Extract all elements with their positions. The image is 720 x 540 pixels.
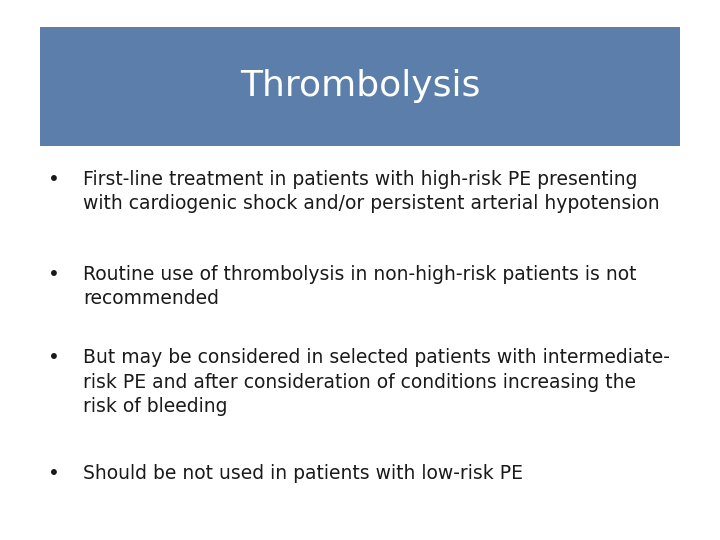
Text: But may be considered in selected patients with intermediate-
risk PE and after : But may be considered in selected patien… [83, 348, 670, 416]
Text: First-line treatment in patients with high-risk PE presenting
with cardiogenic s: First-line treatment in patients with hi… [83, 170, 660, 213]
Text: •: • [48, 170, 60, 189]
Text: •: • [48, 464, 60, 483]
Bar [40, 27, 680, 146]
Text: Routine use of thrombolysis in non-high-risk patients is not
recommended: Routine use of thrombolysis in non-high-… [83, 265, 636, 308]
Text: Thrombolysis: Thrombolysis [240, 70, 480, 103]
Text: •: • [48, 265, 60, 284]
Text: •: • [48, 348, 60, 367]
Text: Should be not used in patients with low-risk PE: Should be not used in patients with low-… [83, 464, 523, 483]
